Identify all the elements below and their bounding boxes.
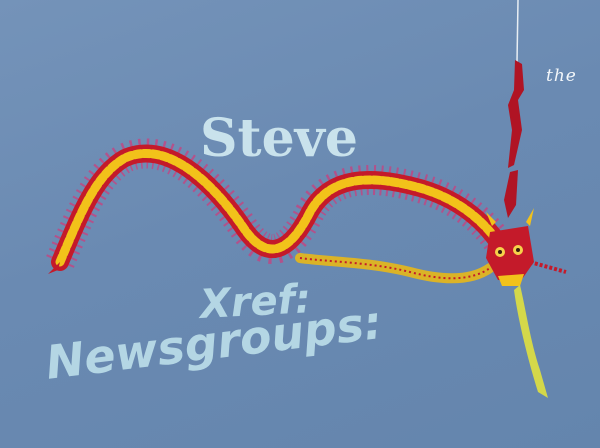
- steve-text: Steve: [200, 108, 358, 169]
- dragon-head: [486, 208, 534, 286]
- red-streamer: [508, 60, 524, 168]
- kite-string: [516, 0, 519, 63]
- green-streamer: [514, 285, 548, 398]
- the-text: the: [546, 66, 577, 86]
